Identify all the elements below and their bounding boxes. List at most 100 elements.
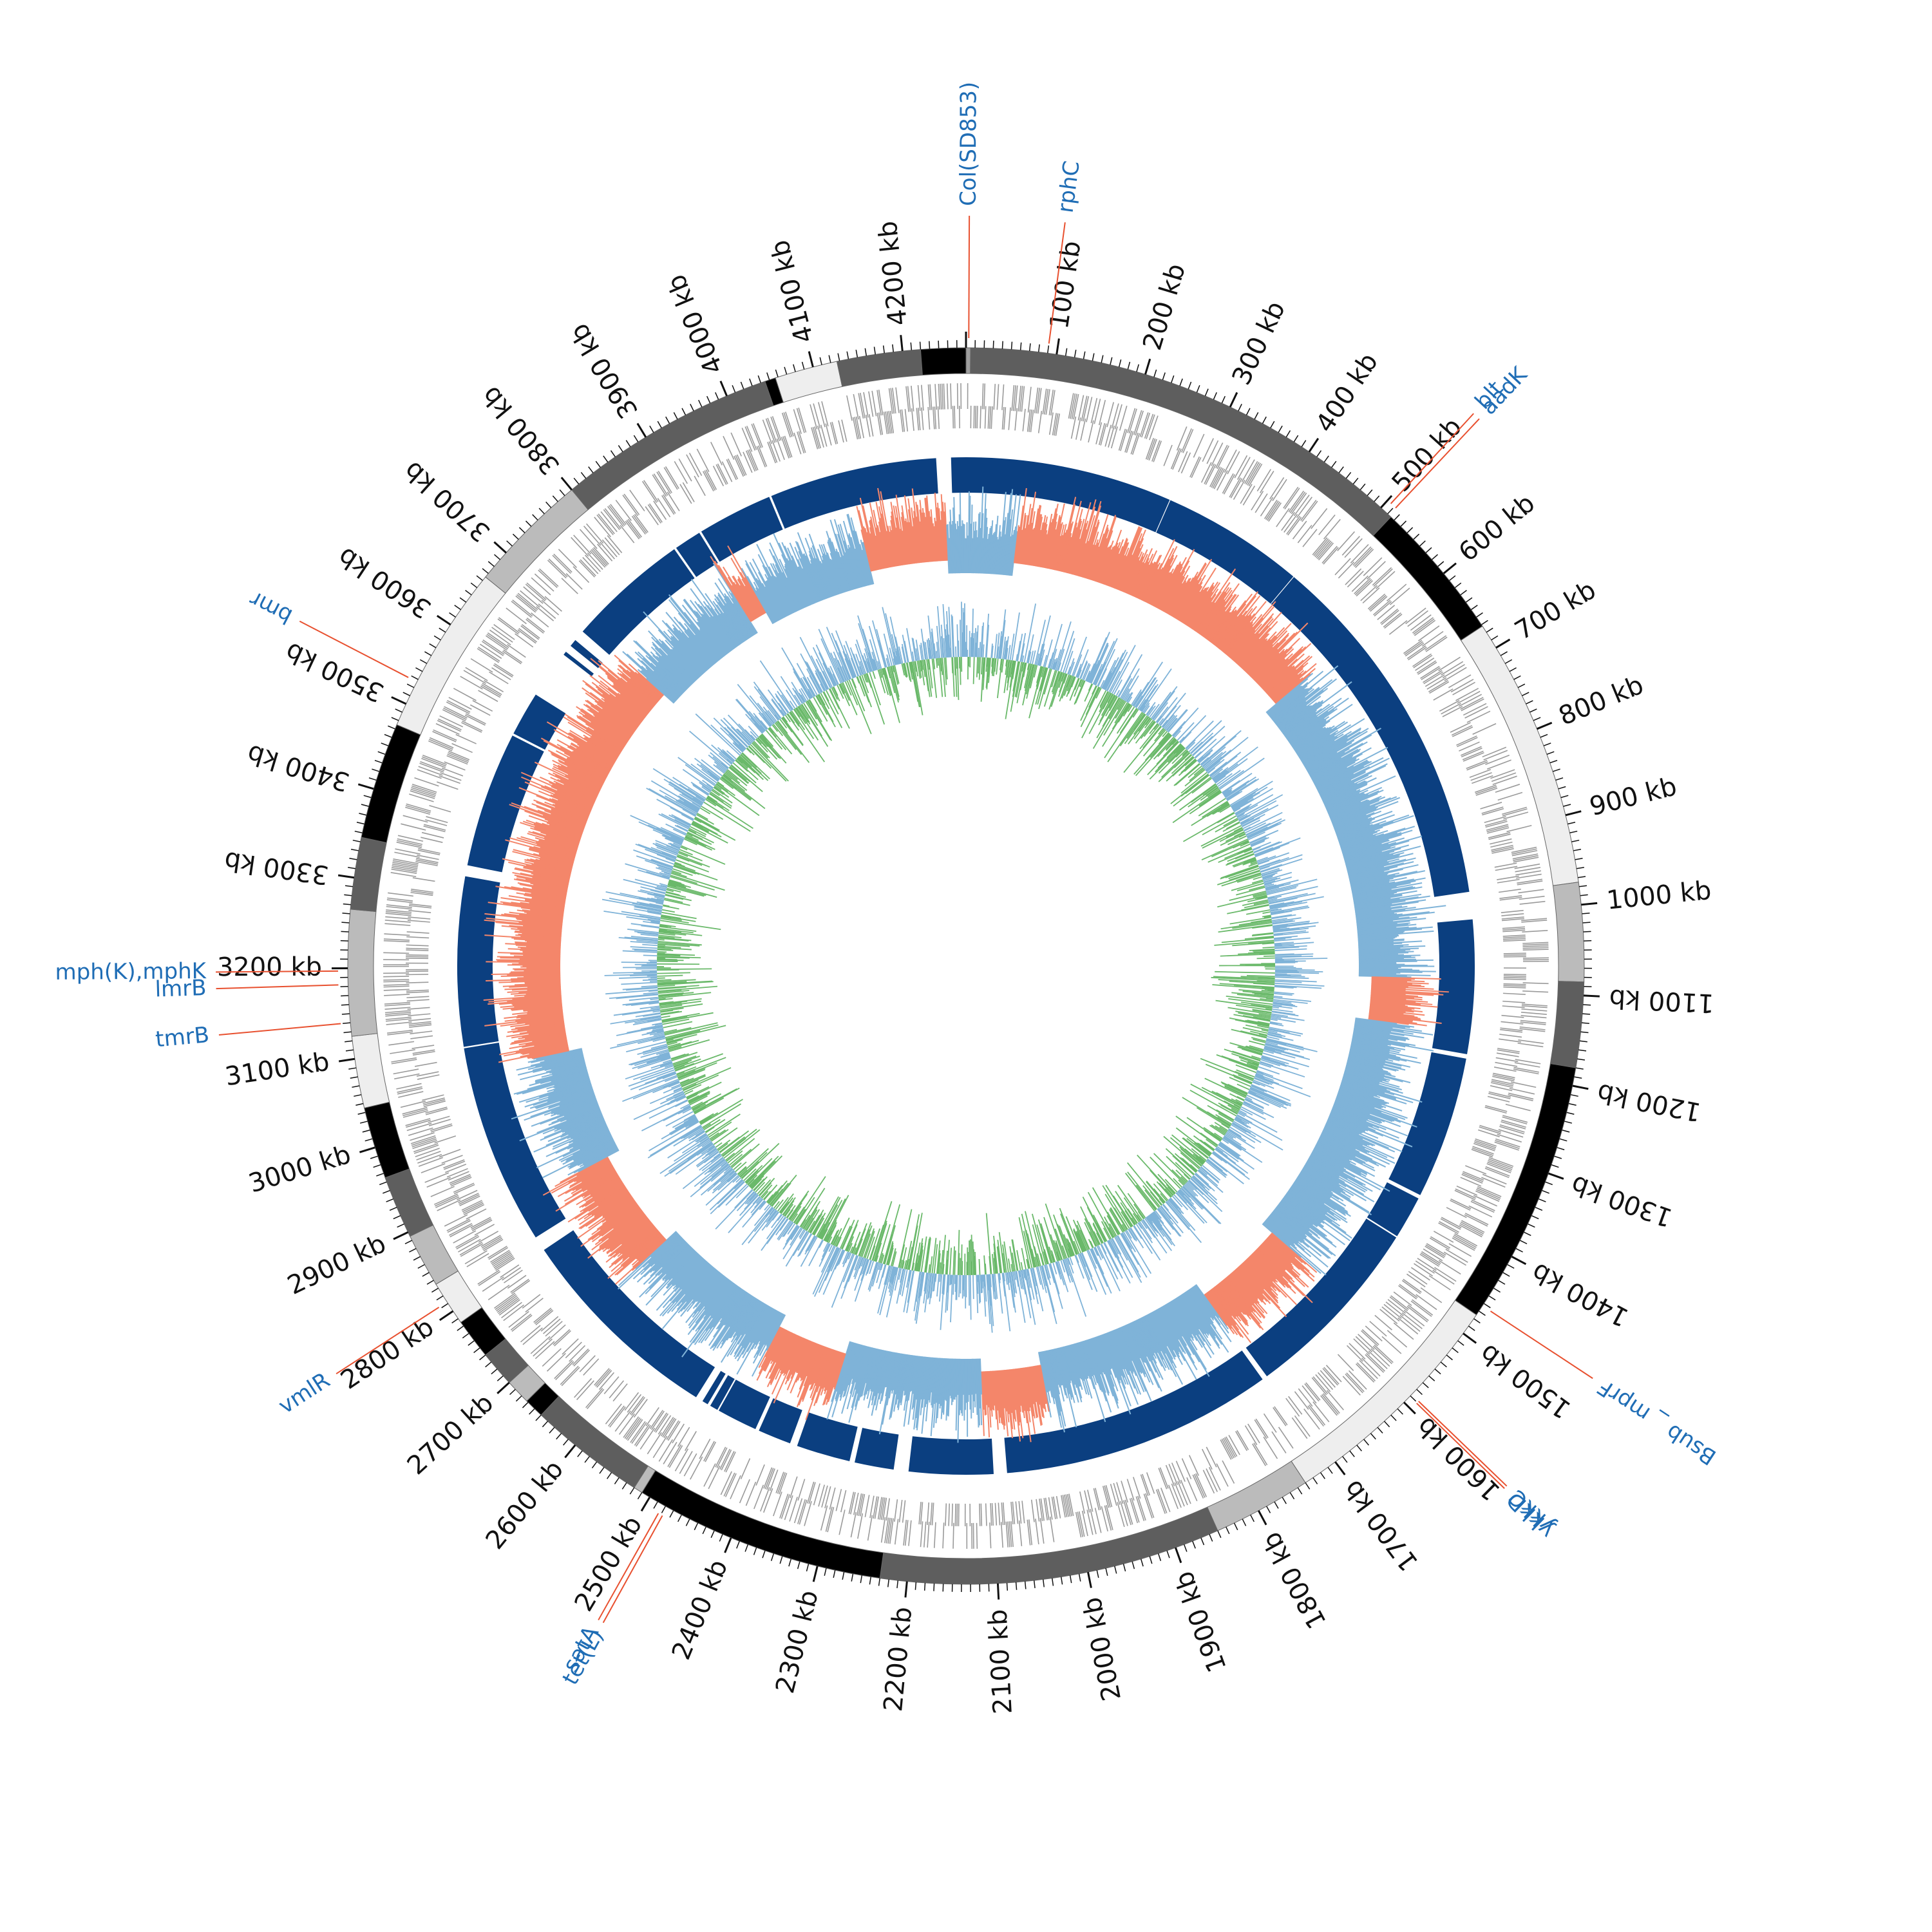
gc-skew-bar <box>1226 623 1253 656</box>
gc-skew-bar <box>1153 573 1173 607</box>
gc-skew-bar <box>1349 871 1385 880</box>
cds-feature <box>667 1444 682 1467</box>
cds-feature <box>1193 433 1205 458</box>
gc-skew-bar <box>1223 1278 1253 1313</box>
tick-label: 1400 kb <box>1527 1256 1634 1332</box>
gc-skew-bar <box>1178 582 1203 621</box>
cds-feature <box>719 1448 731 1470</box>
cds-feature <box>543 1318 561 1334</box>
cds-feature <box>956 1503 958 1526</box>
cds-feature <box>869 1495 875 1519</box>
cds-feature <box>1039 1499 1043 1521</box>
cds-feature <box>1171 1463 1181 1484</box>
gc-skew-bar <box>1268 1235 1315 1278</box>
minor-tick <box>1515 1247 1523 1253</box>
minor-tick <box>1359 483 1366 491</box>
gc-skew-bar <box>1187 1290 1211 1325</box>
gc-skew-bar <box>969 1358 971 1410</box>
cds-feature <box>1104 1505 1112 1531</box>
gc-skew-bar <box>1282 704 1323 735</box>
gc-skew-bar <box>1066 518 1082 574</box>
gc-skew-bar <box>999 520 1005 575</box>
gc-skew-bar <box>1352 886 1397 896</box>
cds-feature <box>1244 1425 1258 1445</box>
cds-feature <box>1081 395 1088 421</box>
cds-feature <box>1027 386 1032 413</box>
gc-skew-bar <box>1326 1121 1396 1153</box>
cds-feature <box>587 1388 605 1410</box>
gc-skew-bar <box>1088 533 1105 580</box>
gc-skew-bar <box>1262 1242 1293 1271</box>
gc-skew-bar <box>1303 728 1369 767</box>
gc-skew-bar <box>1267 1217 1329 1268</box>
cds-feature <box>448 697 472 710</box>
gc-skew-bar <box>1274 1208 1333 1255</box>
major-tick <box>337 874 355 879</box>
gc-skew-bar <box>1352 886 1416 899</box>
cds-feature <box>1264 499 1278 519</box>
gc-skew-bar <box>1001 513 1009 575</box>
major-tick <box>497 1381 510 1394</box>
cds-feature <box>1094 1508 1102 1533</box>
cds-feature <box>1508 1094 1533 1101</box>
cds-feature <box>397 838 423 846</box>
gc-skew-bar <box>1322 780 1366 802</box>
gc-skew-bar <box>1347 1057 1399 1072</box>
gc-skew-bar <box>1311 1151 1347 1171</box>
cds-feature <box>398 1091 424 1098</box>
gc-skew-bar <box>1119 540 1141 591</box>
gc-skew-bar <box>1210 609 1237 643</box>
cds-feature <box>1071 393 1077 419</box>
cds-feature <box>923 1521 927 1548</box>
cds-feature <box>482 683 502 696</box>
gc-skew-bar <box>1309 1157 1348 1180</box>
gc-skew-bar <box>1195 1284 1220 1318</box>
cds-feature <box>594 516 611 538</box>
synteny-block <box>771 458 938 529</box>
cds-feature <box>442 709 466 722</box>
gc-skew-bar <box>1081 519 1100 578</box>
gc-content-bar <box>978 648 980 658</box>
gc-skew-bar <box>1090 527 1109 580</box>
gc-skew-bar <box>1094 530 1113 582</box>
gc-skew-bar <box>1307 748 1350 773</box>
cds-feature <box>1360 585 1378 601</box>
minor-tick <box>352 1085 360 1088</box>
cds-feature <box>1502 1000 1526 1003</box>
gc-skew-bar <box>1344 1070 1383 1082</box>
cds-feature <box>1425 1244 1446 1257</box>
gc-skew-bar <box>1267 668 1297 696</box>
gc-skew-bar <box>1344 1071 1400 1088</box>
gc-skew-bar <box>1014 526 1021 564</box>
cds-feature <box>451 743 473 753</box>
gc-skew-bar <box>1370 999 1421 1005</box>
cds-feature <box>1513 855 1539 861</box>
cds-feature <box>1135 410 1144 436</box>
gc-skew-bar <box>1068 518 1085 574</box>
gc-skew-bar <box>1182 1293 1209 1334</box>
minor-tick <box>413 1256 421 1261</box>
cds-feature <box>1201 1448 1213 1470</box>
gc-skew-bar <box>1350 870 1426 887</box>
minor-tick <box>1188 381 1192 390</box>
cds-feature <box>918 1501 922 1525</box>
minor-tick <box>1217 1530 1222 1539</box>
minor-tick <box>690 404 694 412</box>
minor-tick <box>1043 1579 1045 1587</box>
cds-feature <box>474 1224 495 1236</box>
cds-feature <box>1355 1336 1373 1352</box>
cds-feature <box>1030 1499 1035 1522</box>
cds-feature <box>649 503 663 523</box>
cds-feature <box>525 583 546 601</box>
cds-feature <box>1030 410 1034 433</box>
cds-feature <box>439 715 464 728</box>
cds-feature <box>416 1071 439 1077</box>
cds-feature <box>520 590 540 608</box>
gc-skew-bar <box>1273 1210 1307 1238</box>
gc-skew-bar <box>1346 852 1405 869</box>
cds-feature <box>656 471 671 495</box>
gc-skew-bar <box>1269 662 1309 697</box>
synteny-block <box>710 1375 735 1410</box>
cds-feature <box>1192 1474 1204 1499</box>
gc-skew-bar <box>1264 1240 1294 1269</box>
